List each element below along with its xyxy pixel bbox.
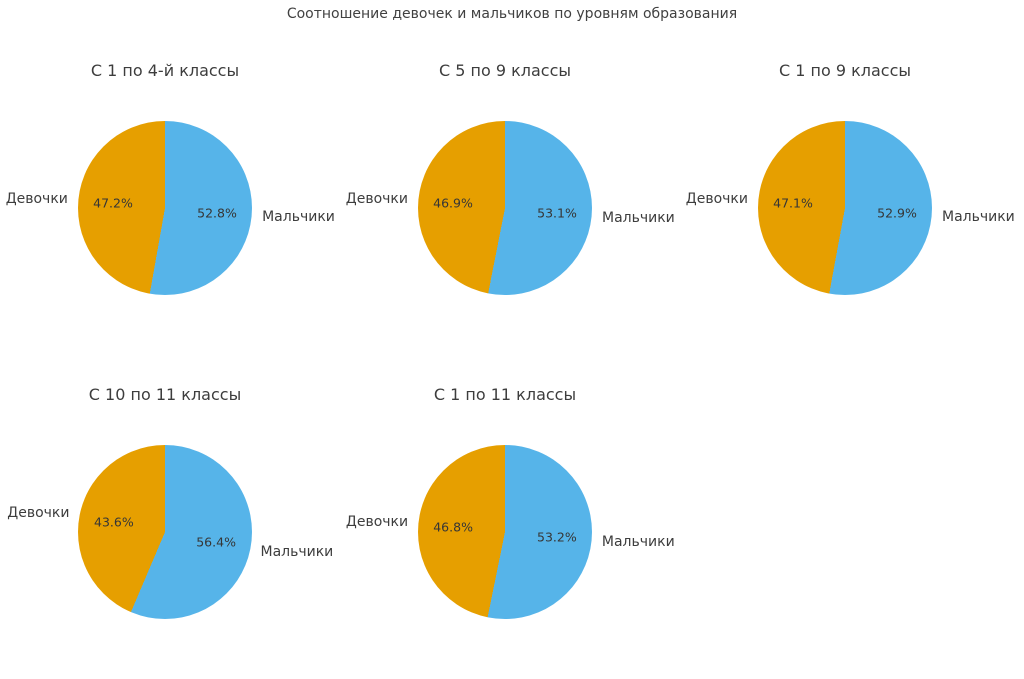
girls-pct-label: 47.1% bbox=[773, 195, 813, 211]
girls-label: Девочки bbox=[685, 191, 748, 208]
chart-title: С 1 по 9 классы bbox=[778, 61, 912, 80]
boys-label: Мальчики bbox=[942, 208, 1015, 225]
pie-chart-grades-1-9: С 1 по 9 классы Девочки Мальчики 47.1% 5… bbox=[680, 55, 1021, 355]
chart-title: С 10 по 11 классы bbox=[88, 385, 242, 404]
pie bbox=[418, 445, 592, 619]
figure-title: Соотношение девочек и мальчиков по уровн… bbox=[286, 6, 738, 22]
girls-label: Девочки bbox=[7, 504, 70, 521]
pie-chart-grades-1-4: С 1 по 4-й классы Девочки Мальчики 47.2%… bbox=[0, 55, 341, 355]
boys-pct-label: 56.4% bbox=[196, 534, 236, 550]
chart-title: С 1 по 11 классы bbox=[433, 385, 577, 404]
girls-pct-label: 43.6% bbox=[94, 514, 134, 530]
chart-title: С 1 по 4-й классы bbox=[90, 61, 240, 80]
pie-chart-grades-5-9: С 5 по 9 классы Девочки Мальчики 46.9% 5… bbox=[340, 55, 681, 355]
boys-label: Мальчики bbox=[262, 208, 335, 225]
boys-pct-label: 52.8% bbox=[197, 205, 237, 221]
pie bbox=[758, 121, 932, 295]
girls-pct-label: 46.8% bbox=[433, 519, 473, 535]
boys-label: Мальчики bbox=[602, 209, 675, 226]
boys-label: Мальчики bbox=[260, 543, 334, 560]
boys-pct-label: 52.9% bbox=[877, 205, 917, 221]
girls-label: Девочки bbox=[5, 191, 68, 208]
boys-label: Мальчики bbox=[601, 533, 675, 550]
pie-chart-grades-10-11: С 10 по 11 классы Девочки Мальчики 43.6%… bbox=[0, 379, 341, 679]
boys-pct-label: 53.2% bbox=[537, 529, 577, 545]
girls-pct-label: 46.9% bbox=[433, 195, 473, 211]
boys-pct-label: 53.1% bbox=[537, 205, 577, 221]
chart-title: С 5 по 9 классы bbox=[438, 61, 572, 80]
pie bbox=[78, 445, 252, 619]
pie bbox=[78, 121, 252, 295]
girls-pct-label: 47.2% bbox=[93, 195, 133, 211]
girls-label: Девочки bbox=[345, 514, 409, 531]
girls-label: Девочки bbox=[345, 190, 408, 207]
pie-chart-grades-1-11: С 1 по 11 классы Девочки Мальчики 46.8% … bbox=[340, 379, 681, 679]
pie bbox=[418, 121, 592, 295]
